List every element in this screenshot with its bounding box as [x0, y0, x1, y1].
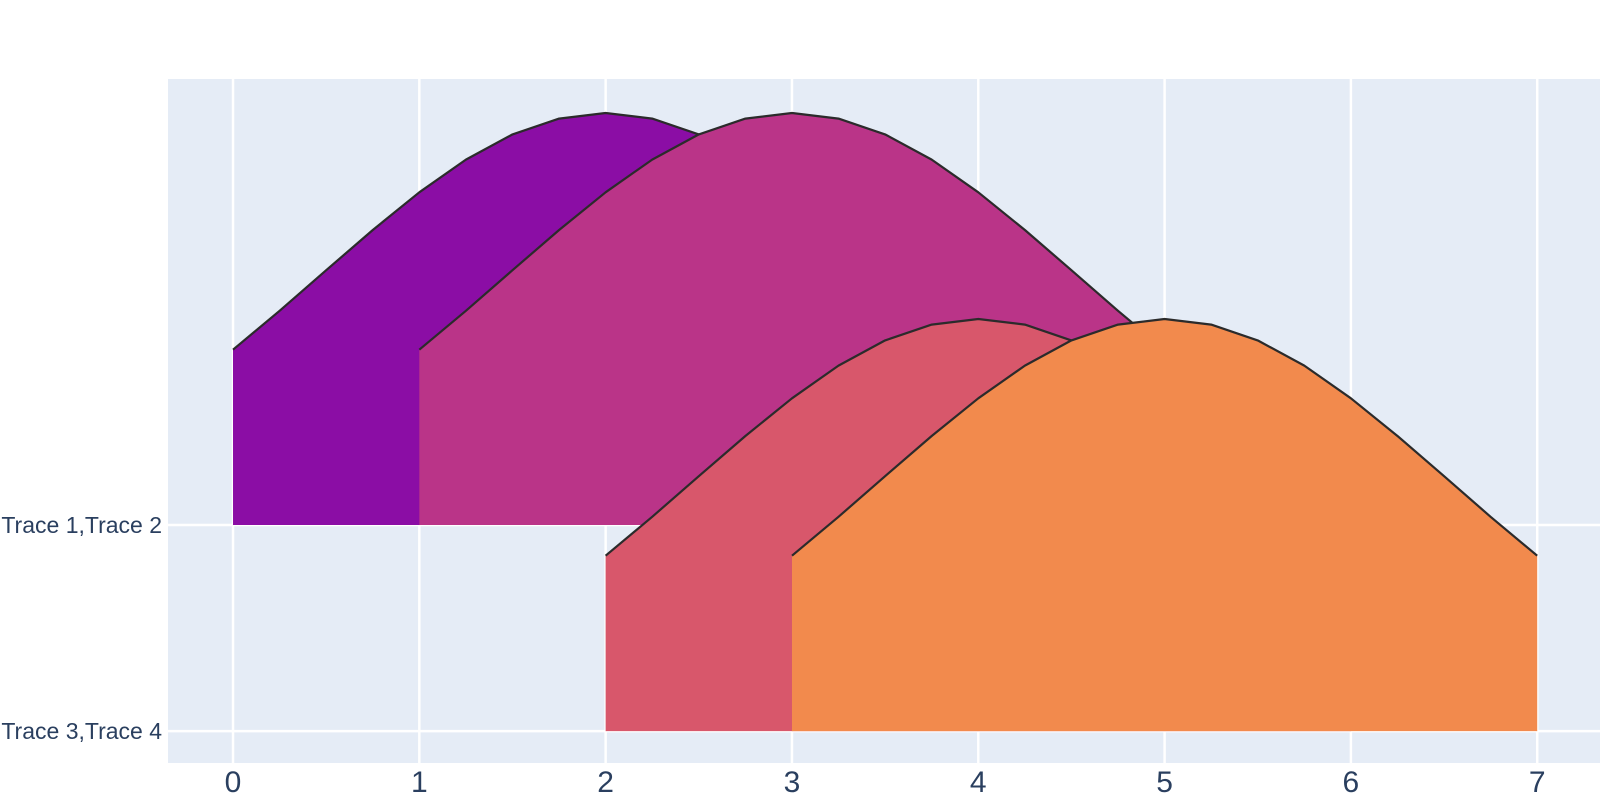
x-tick-label: 4: [970, 766, 987, 799]
x-tick-label: 1: [411, 766, 428, 799]
trace-line-trace-4: [791, 317, 1538, 557]
x-tick-label: 6: [1343, 766, 1360, 799]
y-tick-label: Trace 1,Trace 2: [1, 512, 162, 538]
x-tick-label: 7: [1529, 766, 1546, 799]
trace-area-trace-4[interactable]: [791, 319, 1538, 732]
x-tick-label: 2: [597, 766, 614, 799]
trace-line-trace-2: [418, 111, 1166, 351]
y-tick-label: Trace 3,Trace 4: [1, 718, 162, 744]
x-tick-label: 5: [1156, 766, 1173, 799]
x-tick-label: 0: [225, 766, 242, 799]
x-tick-label: 3: [784, 766, 801, 799]
